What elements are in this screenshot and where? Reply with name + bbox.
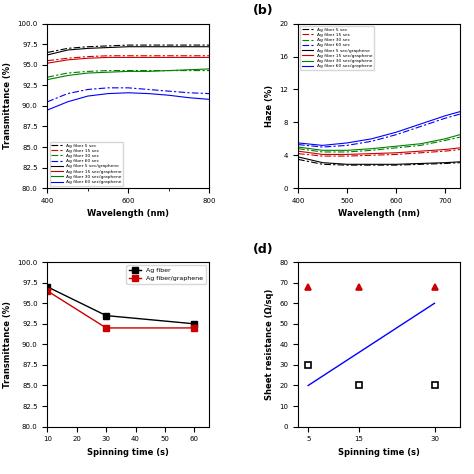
Legend: Ag fiber 5 sec, Ag fiber 15 sec, Ag fiber 30 sec, Ag fiber 60 sec, Ag fiber 5 se: Ag fiber 5 sec, Ag fiber 15 sec, Ag fibe…	[50, 142, 123, 186]
Ag fiber/graphene	[191, 325, 197, 331]
Line: Ag fiber/graphene: Ag fiber/graphene	[45, 288, 197, 331]
Y-axis label: Haze (%): Haze (%)	[265, 85, 274, 127]
Y-axis label: Sheet resistance (Ω/sq): Sheet resistance (Ω/sq)	[265, 289, 274, 400]
Legend: Ag fiber, Ag fiber/graphene: Ag fiber, Ag fiber/graphene	[127, 265, 206, 283]
Y-axis label: Transmittance (%): Transmittance (%)	[3, 63, 12, 149]
X-axis label: Spinning time (s): Spinning time (s)	[338, 448, 420, 457]
Y-axis label: Transmittance (%): Transmittance (%)	[3, 301, 12, 388]
Line: Ag fiber: Ag fiber	[45, 284, 197, 327]
Text: (d): (d)	[253, 243, 273, 255]
Ag fiber/graphene	[45, 288, 50, 294]
X-axis label: Wavelength (nm): Wavelength (nm)	[87, 210, 169, 219]
Ag fiber	[45, 284, 50, 290]
Text: (b): (b)	[253, 4, 273, 17]
Ag fiber	[103, 313, 109, 319]
X-axis label: Spinning time (s): Spinning time (s)	[87, 448, 169, 457]
Ag fiber/graphene	[103, 325, 109, 331]
X-axis label: Wavelength (nm): Wavelength (nm)	[338, 210, 420, 219]
Ag fiber	[191, 321, 197, 327]
Legend: Ag fiber 5 sec, Ag fiber 15 sec, Ag fiber 30 sec, Ag fiber 60 sec, Ag fiber 5 se: Ag fiber 5 sec, Ag fiber 15 sec, Ag fibe…	[301, 26, 374, 70]
